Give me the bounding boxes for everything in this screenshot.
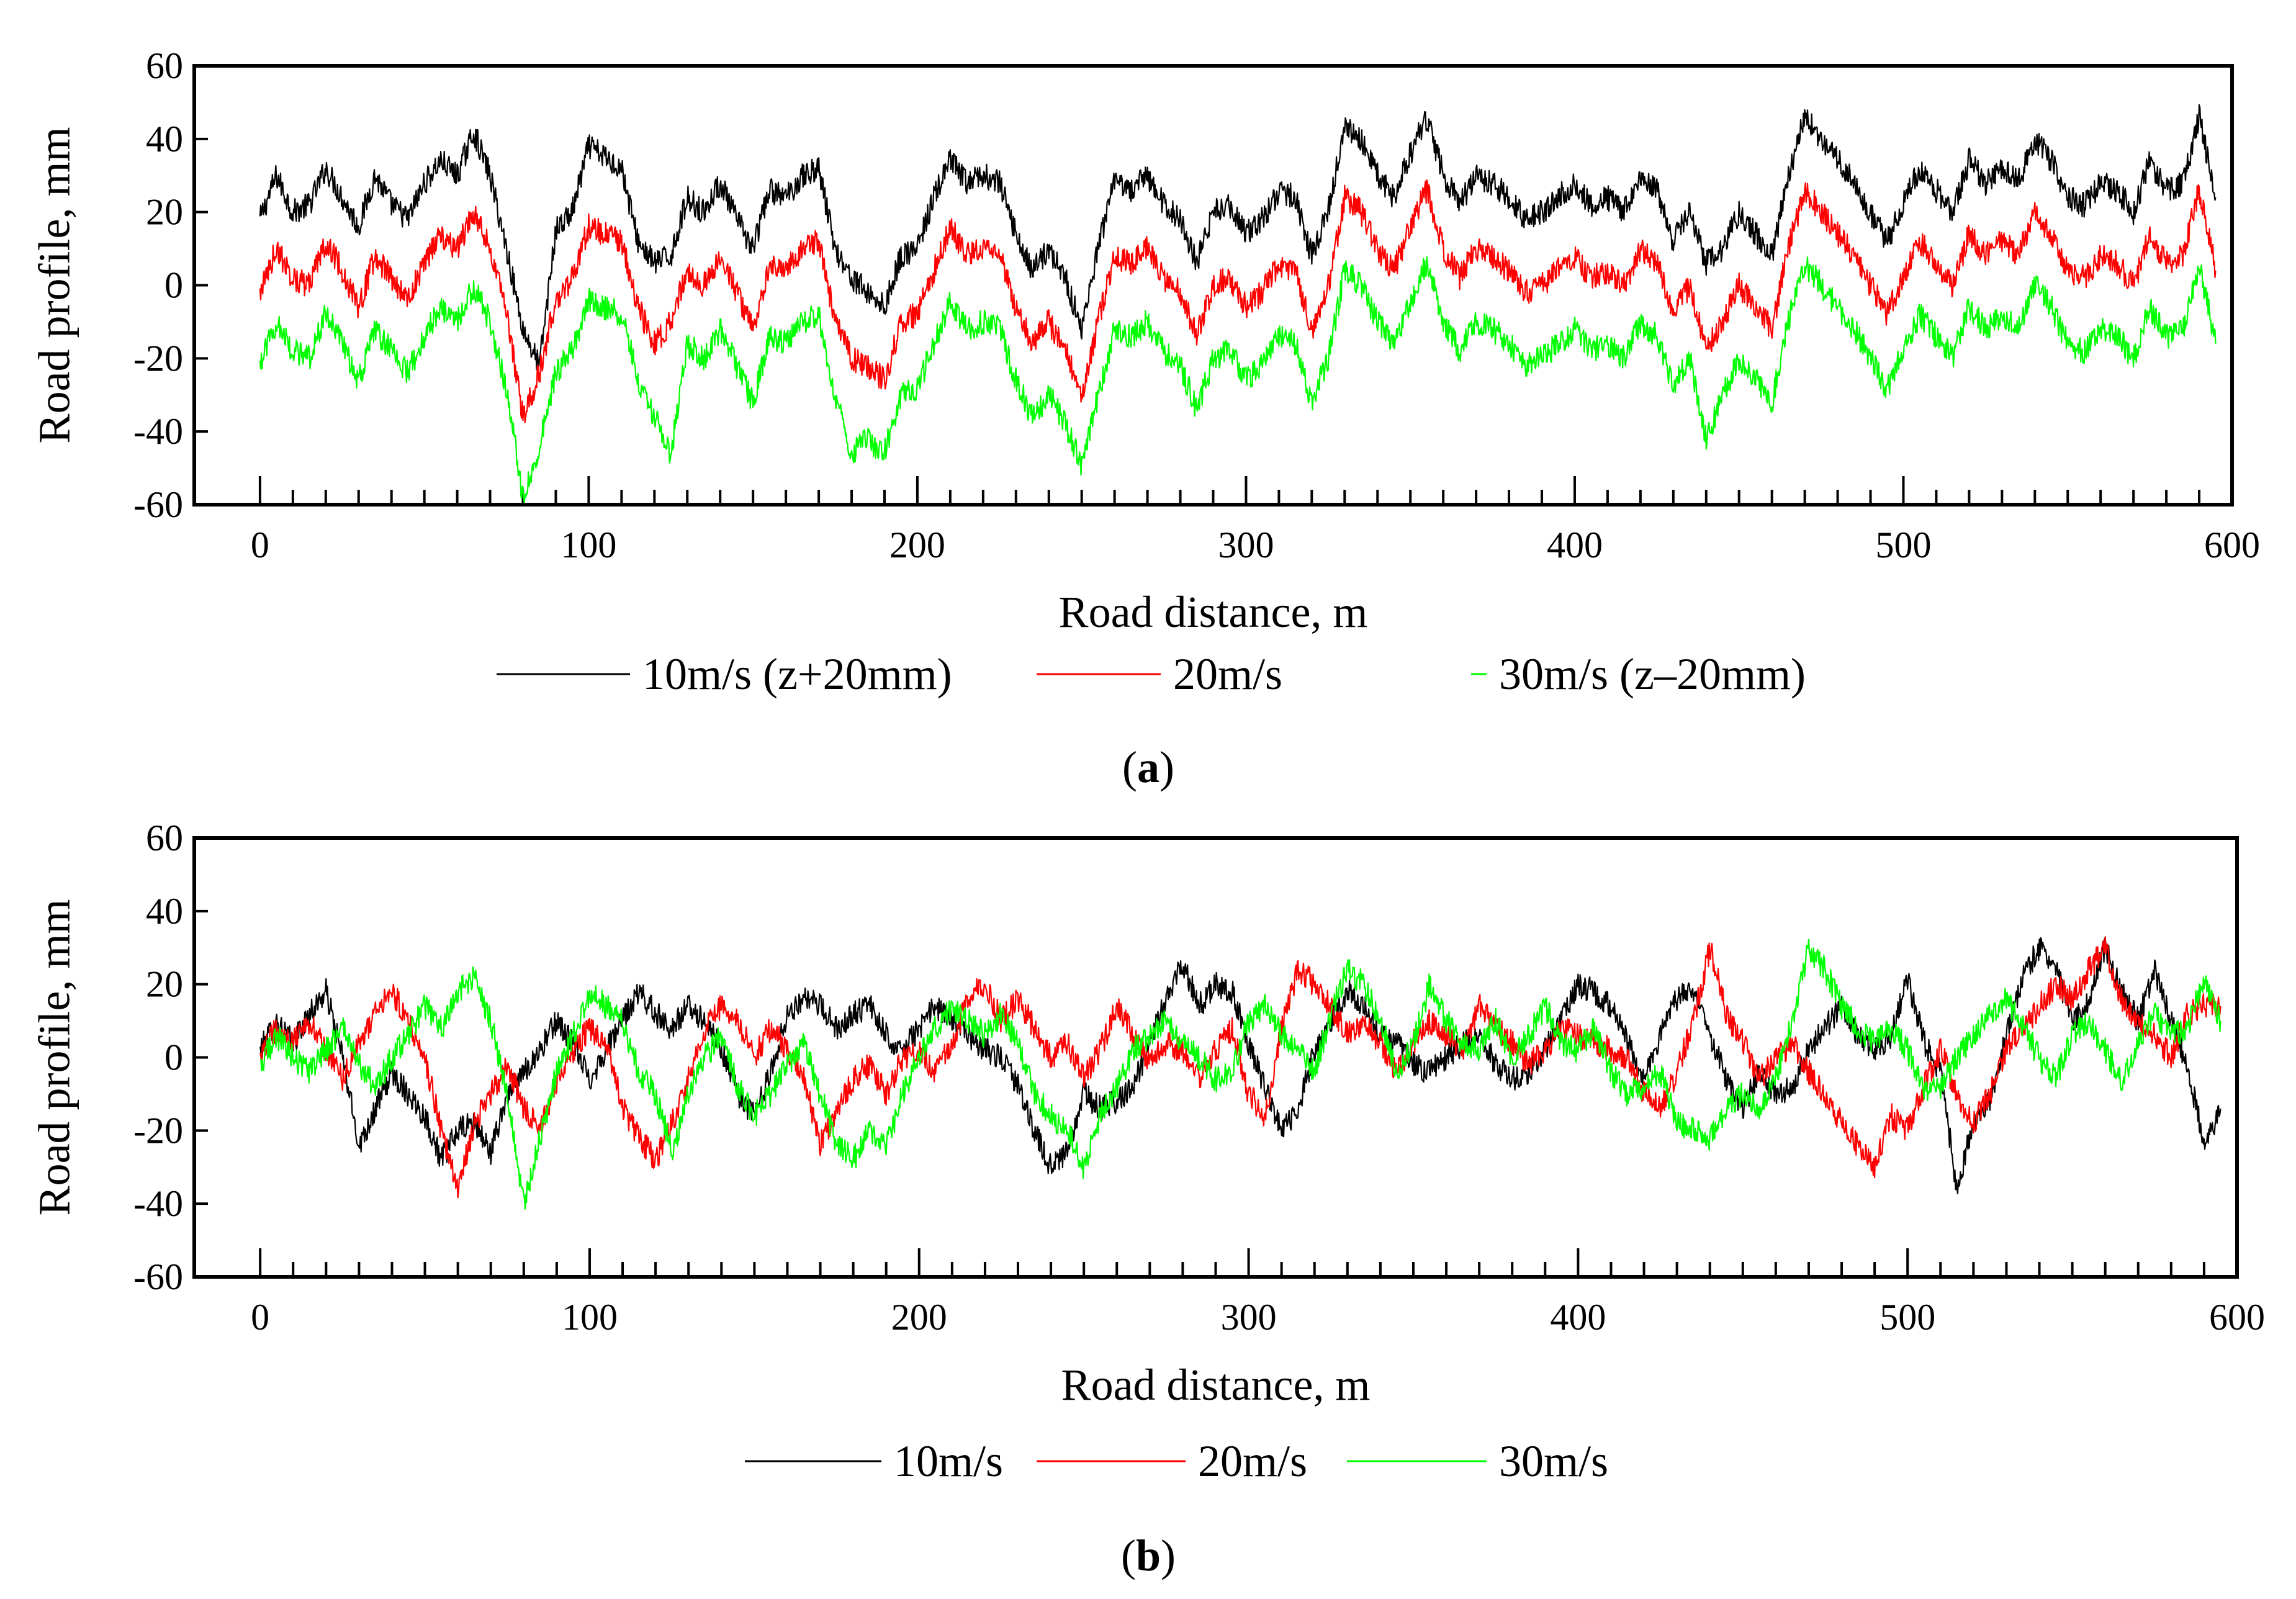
x-tick-label: 0	[251, 525, 269, 565]
legend-label-a-30ms: 30m/s (z–20mm)	[1499, 649, 1806, 699]
x-tick-label: 600	[2209, 1297, 2265, 1338]
series-line-2	[259, 179, 2217, 423]
series-line-1	[259, 937, 2222, 1194]
x-tick-label: 0	[251, 1297, 269, 1338]
y-tick-label: 0	[164, 1037, 183, 1078]
x-axis-title-a: Road distance, m	[1059, 587, 1368, 637]
plot-frame-a	[192, 64, 2234, 507]
x-tick-label: 100	[562, 1297, 618, 1338]
x-tick-label: 500	[1880, 1297, 1935, 1338]
y-tick-label: -20	[133, 338, 183, 379]
y-tick-label: -60	[133, 484, 183, 525]
caption-paren-close: )	[1159, 742, 1174, 792]
series-group-a	[259, 104, 2217, 505]
legend-b: 10m/s 20m/s 30m/s	[745, 1436, 1608, 1486]
x-tick-label: 600	[2204, 525, 2260, 565]
x-tick-label: 400	[1550, 1297, 1606, 1338]
y-tick-label: -40	[133, 1183, 183, 1224]
legend-label-b-20ms: 20m/s	[1198, 1436, 1307, 1486]
legend-label-a-10ms: 10m/s (z+20mm)	[642, 649, 952, 699]
series-line-3	[259, 939, 2222, 1210]
x-tick-label: 500	[1875, 525, 1931, 565]
y-axis-title-a: Road profile, mm	[30, 127, 79, 444]
y-tick-label: 20	[146, 964, 183, 1005]
caption-letter: a	[1137, 742, 1159, 792]
x-tick-label: 200	[889, 525, 945, 565]
series-group-b	[259, 936, 2222, 1210]
plot-frame-b	[192, 836, 2239, 1279]
legend-label-b-30ms: 30m/s	[1499, 1436, 1608, 1486]
caption-paren-close: )	[1161, 1531, 1176, 1580]
legend-a: 10m/s (z+20mm) 20m/s 30m/s (z–20mm)	[497, 649, 1806, 699]
y-tick-label: 40	[146, 119, 183, 160]
series-line-1	[259, 104, 2217, 371]
y-axis-title-b: Road profile, mm	[30, 899, 79, 1216]
x-tick-label: 400	[1547, 525, 1603, 565]
y-tick-label: 60	[146, 45, 183, 86]
y-tick-label: 0	[164, 265, 183, 306]
x-tick-label: 300	[1221, 1297, 1277, 1338]
x-axis-title-b: Road distance, m	[1061, 1360, 1371, 1410]
legend-label-a-20ms: 20m/s	[1173, 649, 1282, 699]
x-tick-label: 100	[560, 525, 616, 565]
y-tick-label: 20	[146, 192, 183, 233]
x-tick-label: 300	[1218, 525, 1274, 565]
x-tick-label: 200	[891, 1297, 947, 1338]
caption-a: (a)	[1122, 742, 1174, 792]
caption-paren-open: (	[1122, 742, 1137, 792]
y-tick-label: 40	[146, 891, 183, 932]
y-tick-label: -20	[133, 1110, 183, 1151]
y-tick-label: -40	[133, 411, 183, 452]
y-tick-label: -60	[133, 1256, 183, 1297]
series-line-2	[259, 936, 2222, 1199]
legend-label-b-10ms: 10m/s	[894, 1436, 1003, 1486]
caption-letter: b	[1136, 1531, 1161, 1580]
caption-paren-open: (	[1121, 1531, 1136, 1580]
y-tick-label: 60	[146, 818, 183, 858]
caption-b: (b)	[1121, 1531, 1176, 1580]
series-line-3	[259, 256, 2217, 505]
